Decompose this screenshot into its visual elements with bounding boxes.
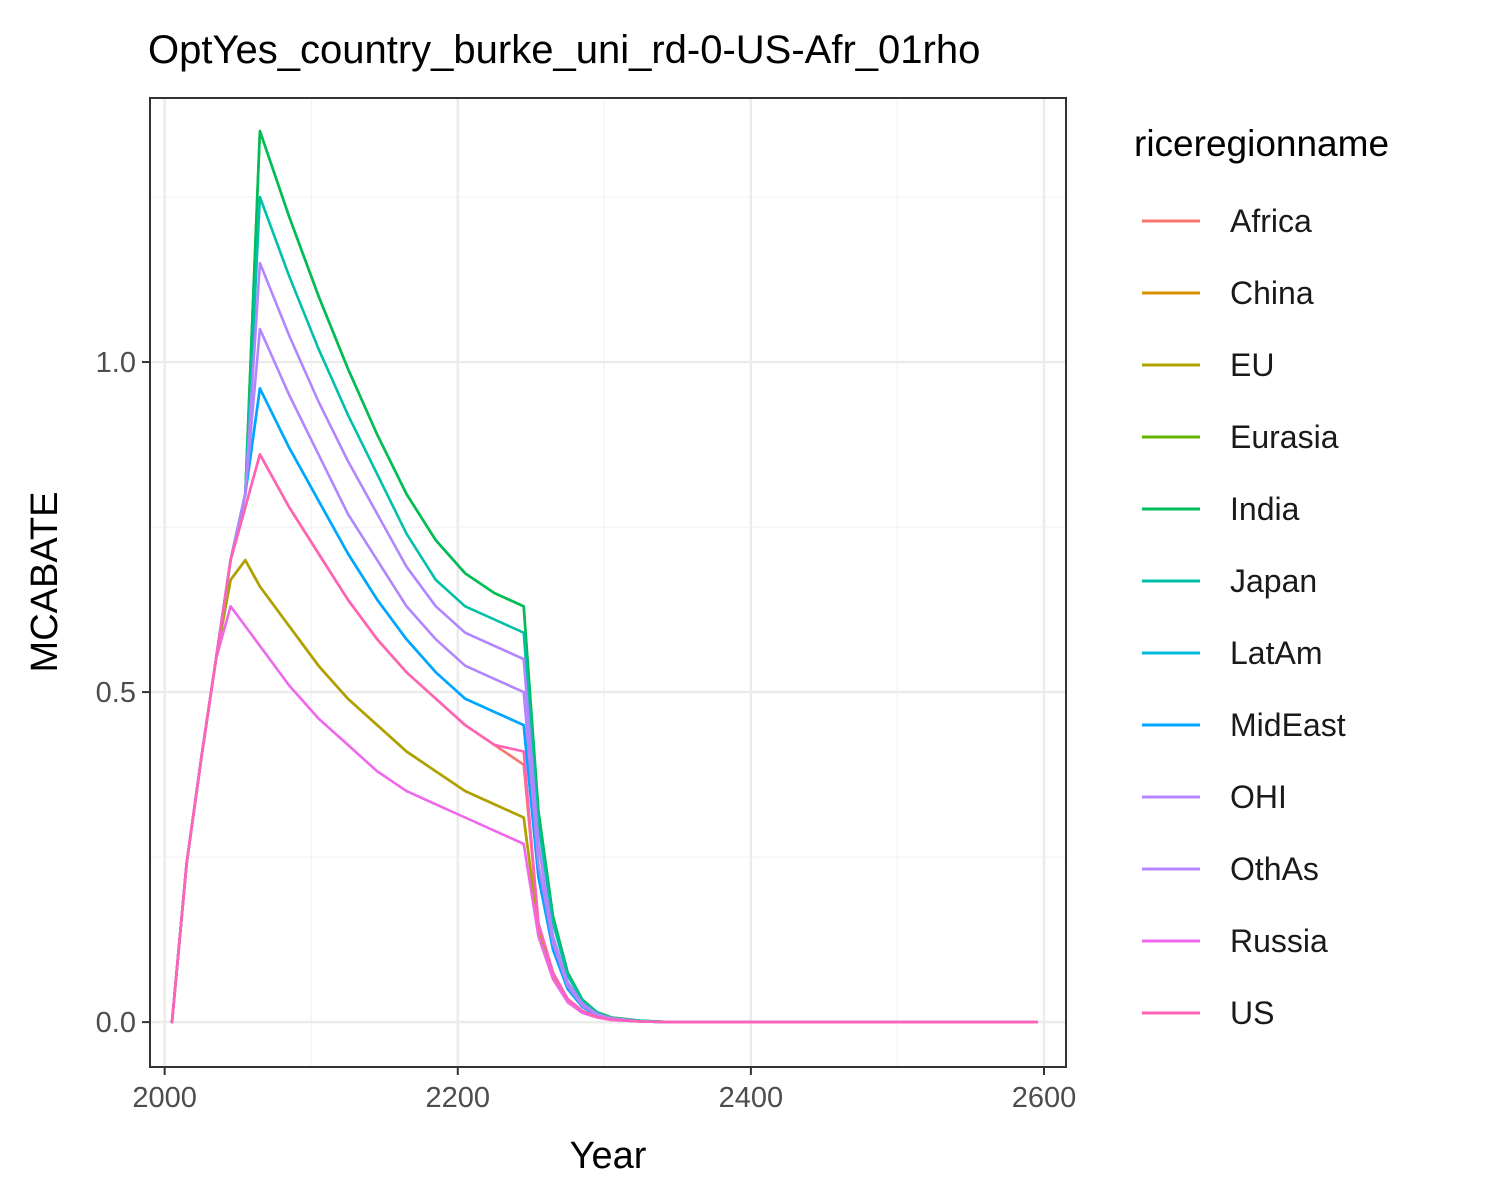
y-axis-title: MCABATE — [24, 492, 66, 673]
series-lines — [170, 129, 1038, 1024]
legend-label-eu: EU — [1230, 347, 1274, 383]
legend-label-russia: Russia — [1230, 923, 1328, 959]
x-axis-title: Year — [570, 1135, 647, 1177]
legend-label-us: US — [1230, 995, 1274, 1031]
legend: Africa China EU Eurasia India Japan LatAm MidEa… — [1142, 203, 1346, 1031]
x-tick-label: 2200 — [426, 1082, 491, 1114]
x-tick-label: 2400 — [719, 1082, 784, 1114]
legend-label-japan: Japan — [1230, 563, 1317, 599]
legend-label-othas: OthAs — [1230, 851, 1319, 887]
y-tick-label: 0.5 — [96, 677, 136, 709]
x-tick-label: 2600 — [1012, 1082, 1077, 1114]
series-line-us — [170, 453, 1038, 1024]
plot-panel — [149, 97, 1067, 1068]
legend-label-eurasia: Eurasia — [1230, 419, 1339, 455]
chart-title: OptYes_country_burke_uni_rd-0-US-Afr_01r… — [148, 28, 980, 72]
legend-label-ohi: OHI — [1230, 779, 1287, 815]
y-tick-label: 0.0 — [96, 1007, 136, 1039]
x-tick-label: 2000 — [132, 1082, 197, 1114]
grid-lines — [150, 98, 1066, 1067]
legend-label-latam: LatAm — [1230, 635, 1322, 671]
axis-ticks: 2000 2200 2400 2600 0.0 0.5 1.0 — [96, 347, 1077, 1114]
legend-label-india: India — [1230, 491, 1300, 527]
legend-label-china: China — [1230, 275, 1314, 311]
legend-label-mideast: MidEast — [1230, 707, 1346, 743]
legend-label-africa: Africa — [1230, 203, 1312, 239]
legend-title: riceregionname — [1134, 123, 1389, 164]
y-tick-label: 1.0 — [96, 347, 136, 379]
